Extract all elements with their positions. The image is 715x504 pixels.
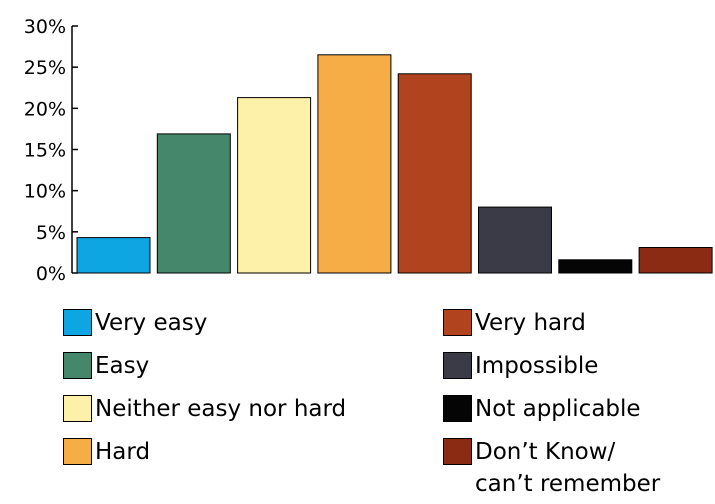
legend-item-impossible: Impossible — [443, 350, 598, 382]
legend-item-easy: Easy — [63, 350, 149, 382]
bar-5 — [397, 73, 472, 274]
y-tick-label: 20% — [24, 98, 66, 120]
legend-label-very-easy: Very easy — [95, 310, 208, 336]
legend-item-not-applicable: Not applicable — [443, 393, 641, 425]
y-tick-label: 30% — [24, 16, 66, 38]
legend-swatch-dont-know — [443, 438, 472, 465]
legend-swatch-neither — [63, 395, 92, 422]
legend-item-very-easy: Very easy — [63, 307, 207, 339]
y-tick-label: 15% — [24, 140, 66, 162]
legend-swatch-impossible — [443, 352, 472, 379]
bar-3 — [237, 97, 312, 274]
legend-swatch-not-applicable — [443, 395, 472, 422]
y-axis: 0% 5% 10% 15% 20% 25% 30% — [24, 16, 78, 285]
legend-item-very-hard: Very hard — [443, 307, 586, 339]
bar-8 — [638, 247, 713, 274]
legend-swatch-hard — [63, 438, 92, 465]
bar-4 — [317, 54, 392, 274]
y-tick-label: 10% — [24, 181, 66, 203]
legend-label-hard: Hard — [95, 439, 151, 465]
legend-label-impossible: Impossible — [475, 353, 599, 379]
legend-label-easy: Easy — [95, 353, 150, 379]
legend-swatch-very-hard — [443, 309, 472, 336]
legend-item-hard: Hard — [63, 436, 150, 468]
y-tick-label: 5% — [36, 222, 66, 244]
y-tick-label: 0% — [36, 263, 66, 285]
legend-label-not-applicable: Not applicable — [475, 396, 641, 422]
legend-label-dont-know: Don’t Know/ can’t remember — [475, 439, 661, 497]
legend-swatch-easy — [63, 352, 92, 379]
bar-2 — [156, 133, 231, 274]
bar-6 — [478, 206, 552, 274]
legend-swatch-very-easy — [63, 309, 92, 336]
bars — [76, 54, 713, 274]
legend-item-dont-know: Don’t Know/ can’t remember — [443, 436, 660, 500]
legend-item-neither: Neither easy nor hard — [63, 393, 346, 425]
bar-7 — [558, 259, 633, 274]
bar-chart: 0% 5% 10% 15% 20% 25% 30% — [24, 16, 713, 285]
legend-label-neither: Neither easy nor hard — [95, 396, 347, 422]
legend-label-very-hard: Very hard — [475, 310, 586, 336]
y-tick-label: 25% — [24, 57, 66, 79]
bar-1 — [76, 237, 151, 274]
